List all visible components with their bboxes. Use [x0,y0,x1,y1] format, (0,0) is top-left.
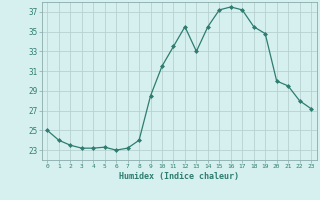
X-axis label: Humidex (Indice chaleur): Humidex (Indice chaleur) [119,172,239,181]
